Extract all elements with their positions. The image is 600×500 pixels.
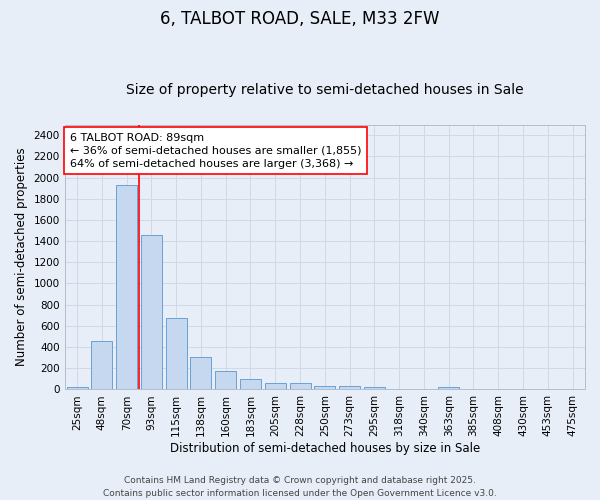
Bar [240, 380, 261, 390]
Bar [166, 318, 187, 390]
Text: Contains HM Land Registry data © Crown copyright and database right 2025.
Contai: Contains HM Land Registry data © Crown c… [103, 476, 497, 498]
Bar [141, 236, 162, 390]
Title: Size of property relative to semi-detached houses in Sale: Size of property relative to semi-detach… [126, 83, 524, 97]
Bar [91, 341, 112, 390]
Bar [265, 383, 286, 390]
Bar [438, 388, 459, 390]
Bar [116, 185, 137, 390]
Bar [215, 371, 236, 390]
Bar [290, 383, 311, 390]
Text: 6 TALBOT ROAD: 89sqm
← 36% of semi-detached houses are smaller (1,855)
64% of se: 6 TALBOT ROAD: 89sqm ← 36% of semi-detac… [70, 132, 361, 169]
Bar [314, 386, 335, 390]
Bar [190, 357, 211, 390]
Bar [364, 388, 385, 390]
X-axis label: Distribution of semi-detached houses by size in Sale: Distribution of semi-detached houses by … [170, 442, 480, 455]
Bar [67, 387, 88, 390]
Text: 6, TALBOT ROAD, SALE, M33 2FW: 6, TALBOT ROAD, SALE, M33 2FW [160, 10, 440, 28]
Bar [339, 386, 360, 390]
Y-axis label: Number of semi-detached properties: Number of semi-detached properties [15, 148, 28, 366]
